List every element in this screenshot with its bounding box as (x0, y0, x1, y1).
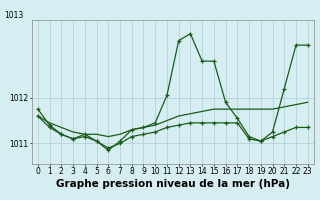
X-axis label: Graphe pression niveau de la mer (hPa): Graphe pression niveau de la mer (hPa) (56, 179, 290, 189)
Text: 1013: 1013 (4, 11, 23, 20)
